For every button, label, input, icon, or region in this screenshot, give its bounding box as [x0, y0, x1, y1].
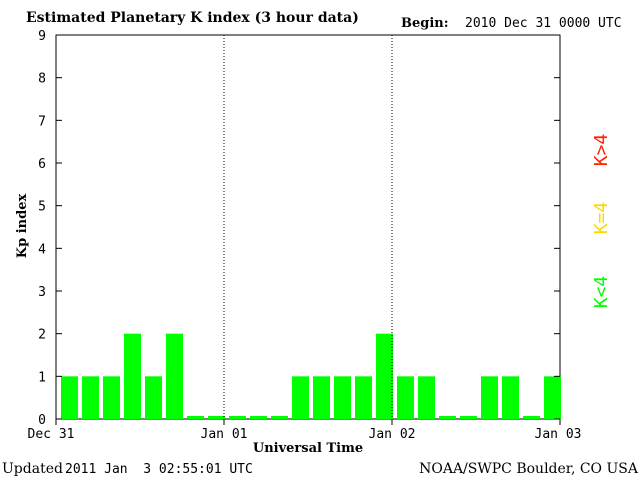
- kp-bar: [355, 376, 372, 419]
- y-tick-label: 8: [38, 72, 46, 87]
- kp-bar: [124, 333, 141, 419]
- kp-bar: [61, 376, 78, 419]
- x-axis-title: Universal Time: [253, 441, 363, 456]
- x-tick-label: Dec 31: [28, 427, 75, 442]
- updated-label: Updated: [2, 461, 63, 477]
- kp-bar: [502, 376, 519, 419]
- y-tick-label: 0: [38, 413, 46, 428]
- kp-bar: [229, 416, 246, 419]
- kp-bar: [544, 376, 561, 419]
- kp-bar: [208, 416, 225, 419]
- x-tick-label: Jan 02: [369, 427, 416, 442]
- plot-area: 0 1 2 3 4 5 6 7 8 9 Dec 31 Jan 01 Jan 02 Jan 03: [28, 29, 582, 442]
- y-axis-title: Kp index: [15, 194, 30, 259]
- kp-bar: [271, 416, 288, 419]
- kp-bar: [103, 376, 120, 419]
- legend-k-equal-4: K=4: [591, 202, 612, 235]
- kp-bar: [82, 376, 99, 419]
- kp-legend: K>4 K=4 K<4: [591, 134, 612, 309]
- y-tick-label: 6: [38, 157, 46, 172]
- kp-bar: [145, 376, 162, 419]
- kp-bar: [313, 376, 330, 419]
- y-tick-label: 3: [38, 285, 46, 300]
- kp-bar: [460, 416, 477, 419]
- kp-bar: [250, 416, 267, 419]
- y-tick-label: 7: [38, 114, 46, 129]
- y-tick-label: 5: [38, 200, 46, 215]
- source-credit: NOAA/SWPC Boulder, CO USA: [419, 461, 639, 477]
- kp-bar: [292, 376, 309, 419]
- updated-value: 2011 Jan 3 02:55:01 UTC: [65, 462, 253, 477]
- kp-bar: [523, 416, 540, 419]
- y-tick-label: 1: [38, 370, 46, 385]
- kp-bar: [439, 416, 456, 419]
- begin-label: Begin:: [401, 16, 449, 31]
- begin-value: 2010 Dec 31 0000 UTC: [465, 16, 622, 31]
- x-tick-label: Jan 03: [535, 427, 582, 442]
- legend-k-less-4: K<4: [591, 276, 612, 309]
- kp-bar: [397, 376, 414, 419]
- y-tick-label: 9: [38, 29, 46, 44]
- legend-k-greater-4: K>4: [591, 134, 612, 167]
- x-tick-label: Jan 01: [201, 427, 248, 442]
- kp-bar: [166, 333, 183, 419]
- kp-bar: [334, 376, 351, 419]
- kp-bar: [187, 416, 204, 419]
- kp-bar: [481, 376, 498, 419]
- y-tick-label: 4: [38, 242, 46, 257]
- y-tick-label: 2: [38, 328, 46, 343]
- kp-bar: [376, 333, 393, 419]
- kp-bar: [418, 376, 435, 419]
- chart-title: Estimated Planetary K index (3 hour data…: [26, 10, 359, 26]
